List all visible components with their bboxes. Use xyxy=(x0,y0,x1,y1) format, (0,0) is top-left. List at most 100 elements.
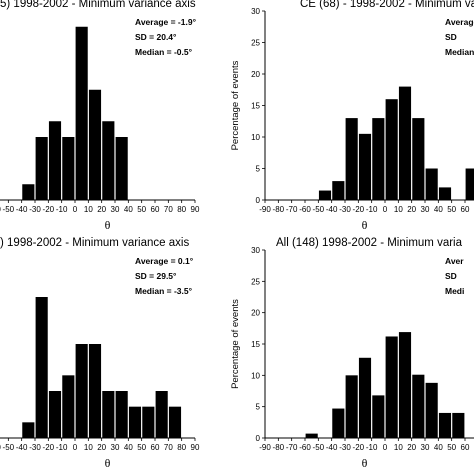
x-tick-label: 60 xyxy=(461,443,470,452)
x-tick-label: 90 xyxy=(191,443,200,452)
histogram-bar xyxy=(372,395,385,438)
histogram-bar xyxy=(48,121,62,200)
x-axis-label: θ xyxy=(362,218,368,232)
x-tick-label: -10 xyxy=(56,205,68,214)
stat-sd: SD xyxy=(445,32,457,42)
histogram-bar xyxy=(128,406,142,438)
x-tick-label: -80 xyxy=(273,443,285,452)
histogram-bar xyxy=(62,375,75,438)
panel-title: 5) 1998-2002 - Minimum variance axis xyxy=(0,0,196,10)
x-tick-label: -90 xyxy=(259,205,271,214)
x-tick-label: 60 xyxy=(461,205,470,214)
histogram-bar xyxy=(412,118,425,200)
histogram-bar xyxy=(385,99,398,200)
x-tick-label: -50 xyxy=(3,205,15,214)
x-tick-label: 20 xyxy=(407,443,416,452)
y-tick-label: 30 xyxy=(251,7,260,16)
histogram-bar xyxy=(48,391,62,438)
histogram-bar xyxy=(345,118,358,200)
x-tick-label: -60 xyxy=(299,205,311,214)
x-tick-label: 60 xyxy=(151,443,160,452)
x-tick-label: 20 xyxy=(407,205,416,214)
histogram-panel-2: -90 -80 -70 -60 -50 -40 -30 -20 -10 0 10 20 30 40 50 60… xyxy=(230,0,474,232)
x-tick-label: -60 xyxy=(0,205,1,214)
histogram-bar xyxy=(142,406,155,438)
histogram-bar xyxy=(465,168,474,200)
histogram-bar xyxy=(372,118,385,200)
histogram-panel-1: -90-80-70-60-50-40-30-20-100102030405060… xyxy=(0,0,200,232)
x-tick-label: -80 xyxy=(273,205,285,214)
histogram-bar xyxy=(115,137,128,200)
histogram-bar xyxy=(62,137,75,200)
histogram-bar xyxy=(75,344,88,438)
y-tick-label: 0 xyxy=(256,434,261,443)
x-tick-label: 30 xyxy=(111,443,120,452)
y-tick-label: 30 xyxy=(251,246,260,255)
x-tick-label: 50 xyxy=(137,205,146,214)
x-tick-label: 40 xyxy=(434,443,443,452)
histogram-bar xyxy=(115,391,128,438)
x-tick-label: 30 xyxy=(111,205,120,214)
histogram-bar xyxy=(398,332,412,438)
x-tick-label: -20 xyxy=(353,205,365,214)
y-tick-label: 5 xyxy=(256,403,261,412)
stat-median: Median xyxy=(445,47,474,57)
histogram-bar xyxy=(358,357,372,438)
panel-title: All (148) 1998-2002 - Minimum varia xyxy=(276,237,463,249)
y-tick-label: 10 xyxy=(251,133,260,142)
x-axis-label: θ xyxy=(362,456,368,470)
histogram-bar xyxy=(412,374,425,438)
x-tick-label: -20 xyxy=(43,443,55,452)
histogram-bar xyxy=(35,137,48,200)
stat-median: Medi xyxy=(445,286,464,296)
histogram-bar xyxy=(22,422,35,438)
x-tick-label: -30 xyxy=(339,205,351,214)
y-tick-label: 0 xyxy=(256,196,261,205)
histogram-bar xyxy=(318,190,332,200)
y-axis-label: Percentage of events xyxy=(230,299,241,389)
x-axis-label: θ xyxy=(105,218,111,232)
x-tick-label: 10 xyxy=(84,443,93,452)
histogram-bar xyxy=(385,336,398,438)
x-tick-label: 0 xyxy=(73,205,78,214)
histogram-bar xyxy=(332,181,345,200)
x-tick-label: -20 xyxy=(43,205,55,214)
histogram-bar xyxy=(345,375,358,438)
x-tick-label: 90 xyxy=(191,205,200,214)
histogram-bar xyxy=(75,26,88,200)
histogram-bar xyxy=(452,412,465,438)
x-tick-label: 40 xyxy=(124,205,133,214)
histogram-bar xyxy=(22,184,35,200)
x-tick-label: 0 xyxy=(383,443,388,452)
x-tick-label: -40 xyxy=(326,205,338,214)
panel-title: ) 1998-2002 - Minimum variance axis xyxy=(0,237,189,249)
histogram-panel-3: -90-80-70-60-50-40-30-20-100102030405060… xyxy=(0,237,200,470)
histogram-bar xyxy=(88,344,102,438)
histogram-bar xyxy=(102,121,115,200)
histogram-bar xyxy=(102,391,115,438)
x-tick-label: -60 xyxy=(299,443,311,452)
stat-sd: SD = 29.5° xyxy=(135,271,177,281)
y-tick-label: 15 xyxy=(251,340,260,349)
y-tick-label: 25 xyxy=(251,277,260,286)
x-tick-label: -60 xyxy=(0,443,1,452)
x-axis-label: θ xyxy=(105,456,111,470)
x-tick-label: -70 xyxy=(286,443,298,452)
x-tick-label: 70 xyxy=(164,443,173,452)
histogram-bar xyxy=(88,89,102,200)
x-tick-label: 50 xyxy=(447,205,456,214)
x-tick-label: -10 xyxy=(366,205,378,214)
x-tick-label: 0 xyxy=(383,205,388,214)
x-tick-label: -40 xyxy=(16,205,28,214)
stat-median: Median = -3.5° xyxy=(135,286,193,296)
histogram-bar xyxy=(398,86,412,200)
x-tick-label: 40 xyxy=(434,205,443,214)
y-tick-label: 20 xyxy=(251,309,260,318)
x-tick-label: 10 xyxy=(394,443,403,452)
histogram-bar xyxy=(332,408,345,438)
stat-average: Average = -1.9° xyxy=(135,17,197,27)
x-tick-label: 30 xyxy=(421,205,430,214)
x-tick-label: -50 xyxy=(3,443,15,452)
x-tick-label: -30 xyxy=(339,443,351,452)
